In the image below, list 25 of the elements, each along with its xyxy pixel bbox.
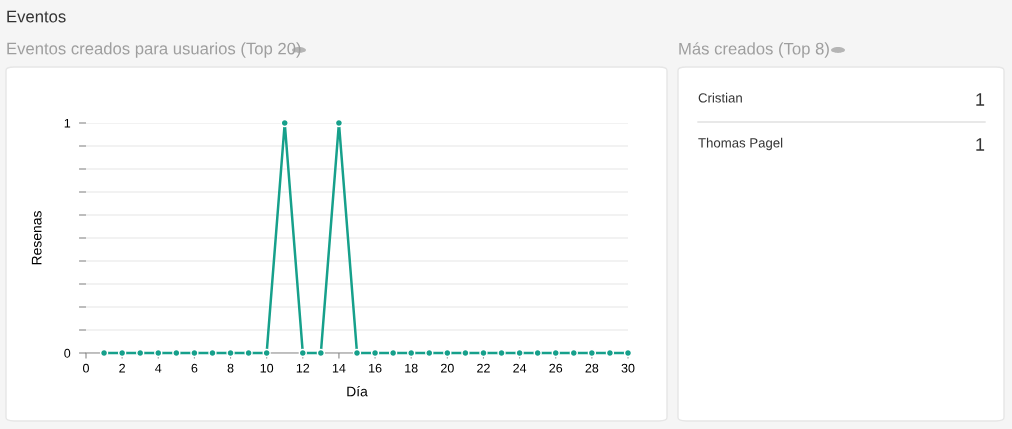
x-tick-label: 8 — [227, 363, 234, 373]
category-label: Cristian — [698, 92, 742, 103]
x-tick-label: 24 — [513, 363, 527, 373]
x-tick-label: 2 — [119, 363, 125, 373]
x-tick-label: 30 — [621, 363, 635, 373]
text: Más creados (Top 8) — [679, 42, 829, 58]
x-tick-label: 28 — [585, 363, 599, 373]
category-label: Thomas Pagel — [698, 137, 783, 151]
x-tick-label: 0 — [83, 363, 89, 373]
x-tick-label: 10 — [260, 363, 274, 373]
x-tick-label: 16 — [369, 363, 382, 373]
x-tick-label: 6 — [191, 363, 198, 373]
x-tick-label: 14 — [332, 363, 346, 373]
x-tick-label: 18 — [405, 363, 418, 373]
x-tick-label: 22 — [477, 363, 490, 373]
y-axis-title: Resenas — [31, 211, 42, 265]
data-label: 1 — [976, 93, 985, 106]
data-label: 1 — [976, 138, 985, 151]
x-tick-label: 4 — [155, 363, 162, 373]
x-axis-title: Día — [347, 386, 368, 397]
text: Eventos — [7, 10, 66, 23]
chart-title: Eventos creados para usuarios (Top 20) — [7, 42, 301, 58]
x-tick-label: 26 — [549, 363, 563, 373]
x-tick-label: 12 — [296, 363, 310, 373]
x-tick-label: 20 — [441, 363, 454, 373]
